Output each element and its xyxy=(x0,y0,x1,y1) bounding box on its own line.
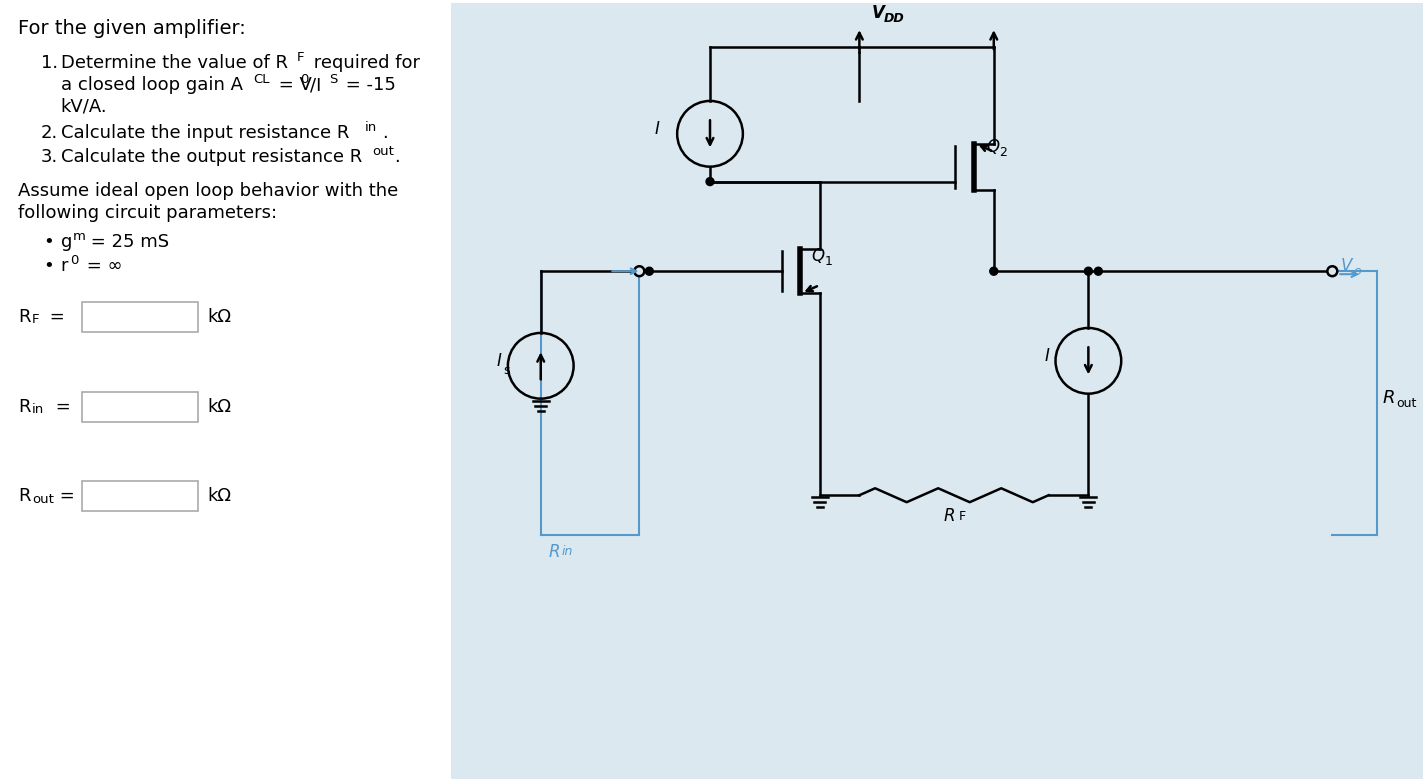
Text: I: I xyxy=(1045,347,1050,365)
Text: Calculate the output resistance R: Calculate the output resistance R xyxy=(61,148,362,166)
Text: .: . xyxy=(382,124,388,142)
Text: •: • xyxy=(43,234,54,252)
Text: kV/A.: kV/A. xyxy=(61,98,107,116)
Text: Assume ideal open loop behavior with the: Assume ideal open loop behavior with the xyxy=(19,182,398,199)
Text: CL: CL xyxy=(252,73,270,86)
Text: Calculate the input resistance R: Calculate the input resistance R xyxy=(61,124,349,142)
Text: kΩ: kΩ xyxy=(207,308,231,326)
Text: out: out xyxy=(1396,397,1416,410)
Text: 1: 1 xyxy=(824,255,833,268)
Text: F: F xyxy=(31,313,40,326)
Circle shape xyxy=(990,267,998,275)
Text: Q: Q xyxy=(811,247,824,266)
Text: 3.: 3. xyxy=(41,148,58,166)
Text: Q: Q xyxy=(985,138,1000,156)
Text: r: r xyxy=(61,257,68,275)
Text: R: R xyxy=(19,308,30,326)
Text: F: F xyxy=(958,510,965,523)
Text: R: R xyxy=(549,543,560,561)
Text: R: R xyxy=(943,507,955,525)
Text: V: V xyxy=(1340,257,1352,275)
Text: = 25 mS: = 25 mS xyxy=(84,234,168,252)
Text: o: o xyxy=(1353,265,1360,277)
Text: kΩ: kΩ xyxy=(207,397,231,416)
Circle shape xyxy=(635,266,645,277)
Circle shape xyxy=(646,267,653,275)
Text: 2: 2 xyxy=(998,146,1007,159)
FancyBboxPatch shape xyxy=(81,481,198,511)
Text: 1.: 1. xyxy=(41,55,58,72)
Text: R: R xyxy=(19,487,30,506)
Text: s: s xyxy=(503,365,511,377)
Text: = ∞: = ∞ xyxy=(81,257,123,275)
Text: I: I xyxy=(498,352,502,370)
Text: For the given amplifier:: For the given amplifier: xyxy=(19,19,245,38)
Text: •: • xyxy=(43,257,54,275)
FancyBboxPatch shape xyxy=(81,302,198,332)
Text: 0: 0 xyxy=(299,73,308,86)
Text: = -15: = -15 xyxy=(339,76,395,94)
Text: g: g xyxy=(61,234,73,252)
Text: V: V xyxy=(871,5,884,23)
Text: = V: = V xyxy=(272,76,312,94)
Text: following circuit parameters:: following circuit parameters: xyxy=(19,203,277,221)
Text: R: R xyxy=(1382,390,1395,407)
Circle shape xyxy=(1094,267,1102,275)
Text: R: R xyxy=(19,397,30,416)
Text: a closed loop gain A: a closed loop gain A xyxy=(61,76,242,94)
Circle shape xyxy=(1328,266,1338,277)
Circle shape xyxy=(1084,267,1092,275)
Text: /I: /I xyxy=(309,76,321,94)
Text: I: I xyxy=(655,120,659,138)
Text: Determine the value of R: Determine the value of R xyxy=(61,55,288,72)
Text: 2.: 2. xyxy=(41,124,58,142)
Text: DD: DD xyxy=(883,12,904,25)
Text: required for: required for xyxy=(308,55,419,72)
Text: F: F xyxy=(297,51,304,64)
Text: =: = xyxy=(50,397,71,416)
Text: m: m xyxy=(73,231,86,243)
Text: out: out xyxy=(31,492,54,506)
Circle shape xyxy=(706,178,714,185)
Text: S: S xyxy=(328,73,337,86)
Text: =: = xyxy=(44,308,64,326)
Text: in: in xyxy=(31,403,44,416)
Text: .: . xyxy=(395,148,401,166)
Text: kΩ: kΩ xyxy=(207,487,231,506)
Text: 0: 0 xyxy=(70,254,78,267)
FancyBboxPatch shape xyxy=(451,3,1423,779)
FancyBboxPatch shape xyxy=(81,392,198,421)
Text: in: in xyxy=(562,545,573,558)
Text: out: out xyxy=(372,145,395,158)
Text: in: in xyxy=(365,121,376,134)
Text: =: = xyxy=(54,487,74,506)
